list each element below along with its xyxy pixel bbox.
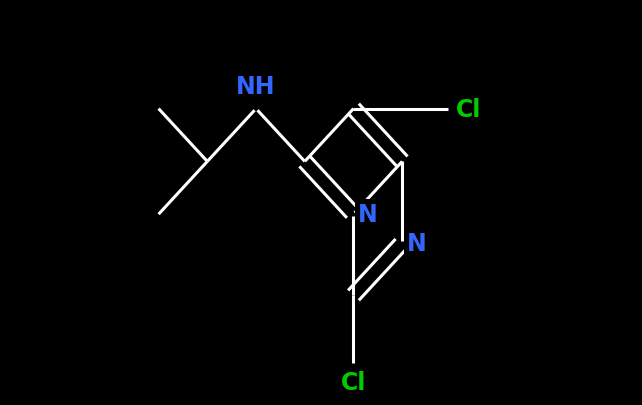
Text: N: N [358,202,378,227]
Text: N: N [407,231,427,255]
Text: NH: NH [236,75,276,99]
Text: Cl: Cl [341,371,366,394]
Text: Cl: Cl [456,97,481,122]
